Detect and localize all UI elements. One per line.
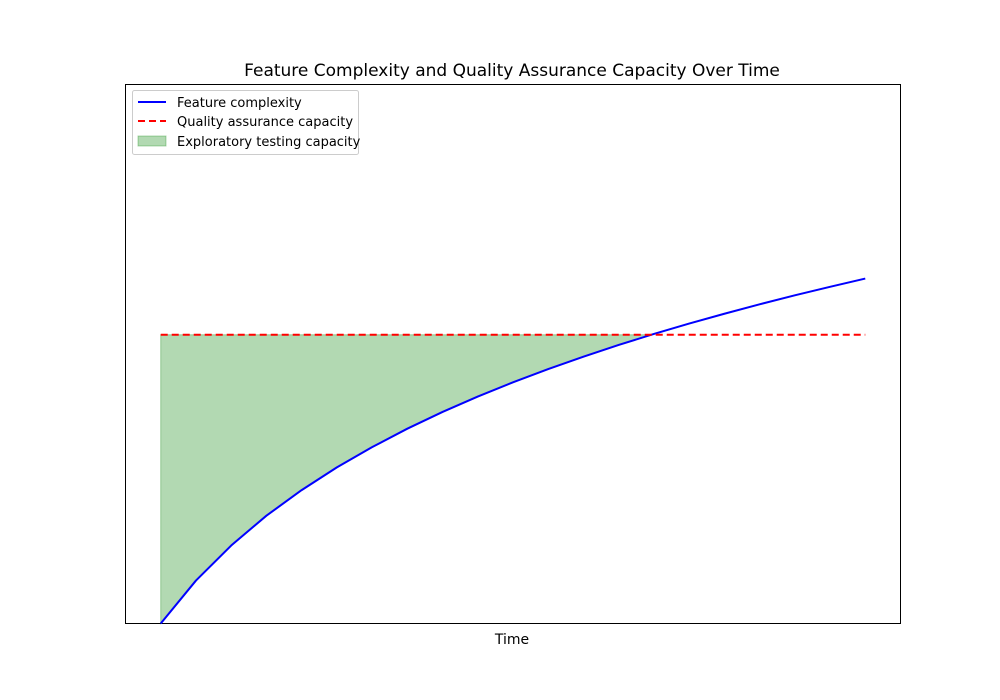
plot-area-frame bbox=[125, 84, 901, 624]
legend-swatch-exploratory-testing-capacity bbox=[137, 135, 167, 147]
plot-layer bbox=[159, 277, 866, 625]
legend: Feature complexity Quality assurance cap… bbox=[132, 90, 361, 155]
legend-label-quality-assurance-capacity: Quality assurance capacity bbox=[177, 115, 353, 130]
series-line-feature-complexity bbox=[159, 277, 866, 625]
chart-title: Feature Complexity and Quality Assurance… bbox=[244, 61, 780, 81]
fill-area-exploratory-testing-capacity bbox=[160, 334, 652, 625]
legend-label-feature-complexity: Feature complexity bbox=[177, 96, 302, 111]
legend-frame bbox=[132, 90, 359, 155]
legend-label-exploratory-testing-capacity: Exploratory testing capacity bbox=[177, 135, 361, 150]
x-axis-label: Time bbox=[494, 632, 529, 648]
